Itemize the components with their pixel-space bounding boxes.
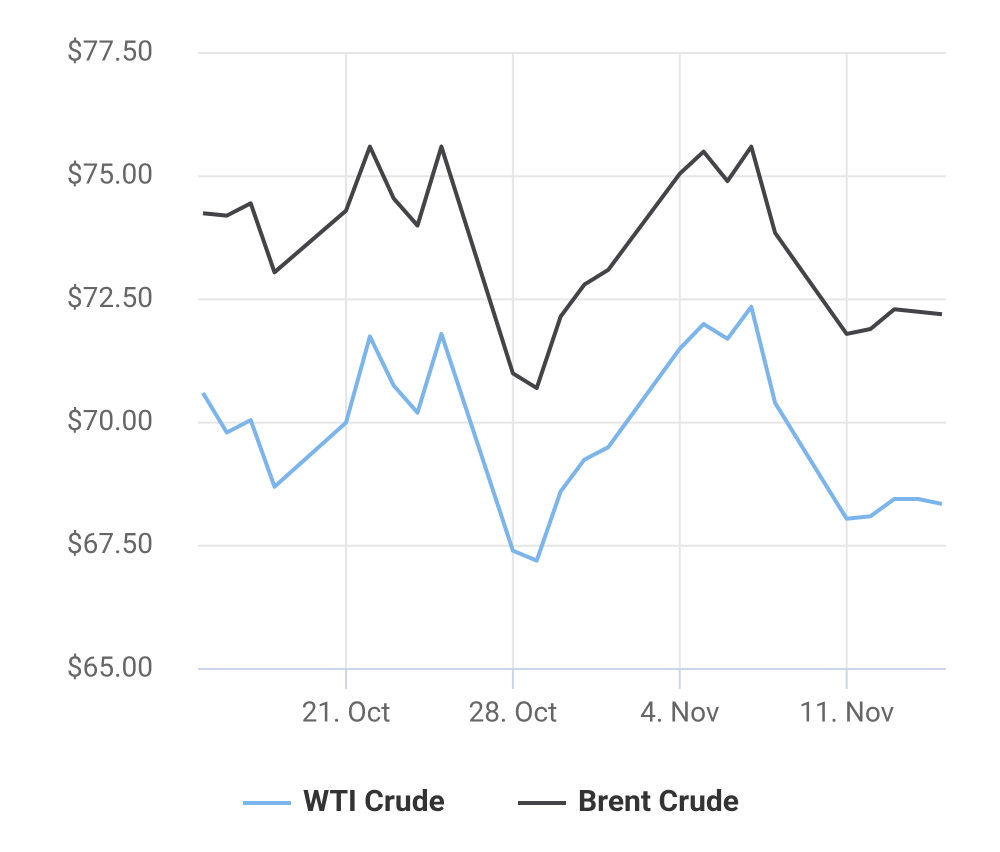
x-tick-label: 4. Nov (640, 695, 720, 728)
x-tick-label: 21. Oct (302, 695, 391, 728)
legend-label: Brent Crude (578, 784, 739, 819)
y-tick-label: $77.50 (67, 34, 153, 67)
y-tick-label: $70.00 (67, 404, 153, 437)
y-tick-label: $75.00 (67, 158, 153, 191)
x-tick-label: 11. Nov (799, 695, 895, 728)
y-tick-label: $67.50 (67, 527, 153, 560)
y-tick-label: $72.50 (67, 281, 153, 314)
y-tick-label: $65.00 (67, 650, 153, 683)
series-line (201, 304, 943, 563)
series-line (202, 144, 943, 391)
legend-label: WTI Crude (303, 784, 445, 819)
x-tick-label: 28. Oct (468, 695, 557, 728)
